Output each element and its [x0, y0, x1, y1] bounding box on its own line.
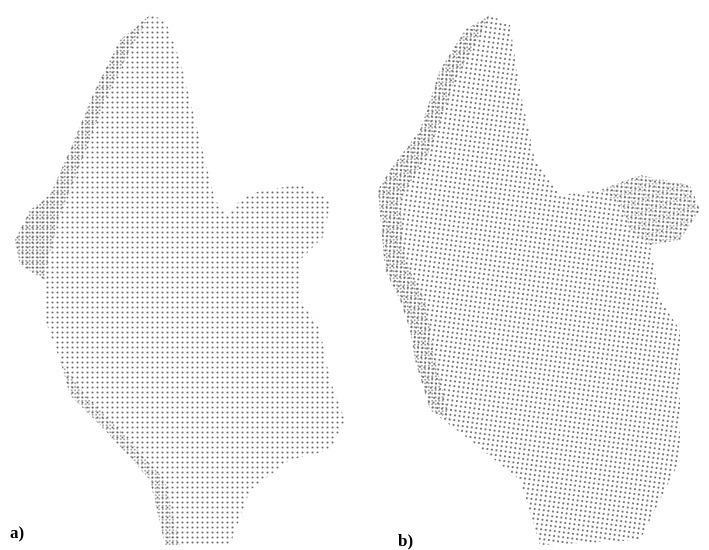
point-cloud-b: [378, 15, 700, 545]
figure: a) b): [0, 0, 709, 550]
panel-label: b): [398, 531, 413, 550]
point-cloud-a: [15, 15, 345, 545]
panel-label: a): [10, 523, 24, 542]
